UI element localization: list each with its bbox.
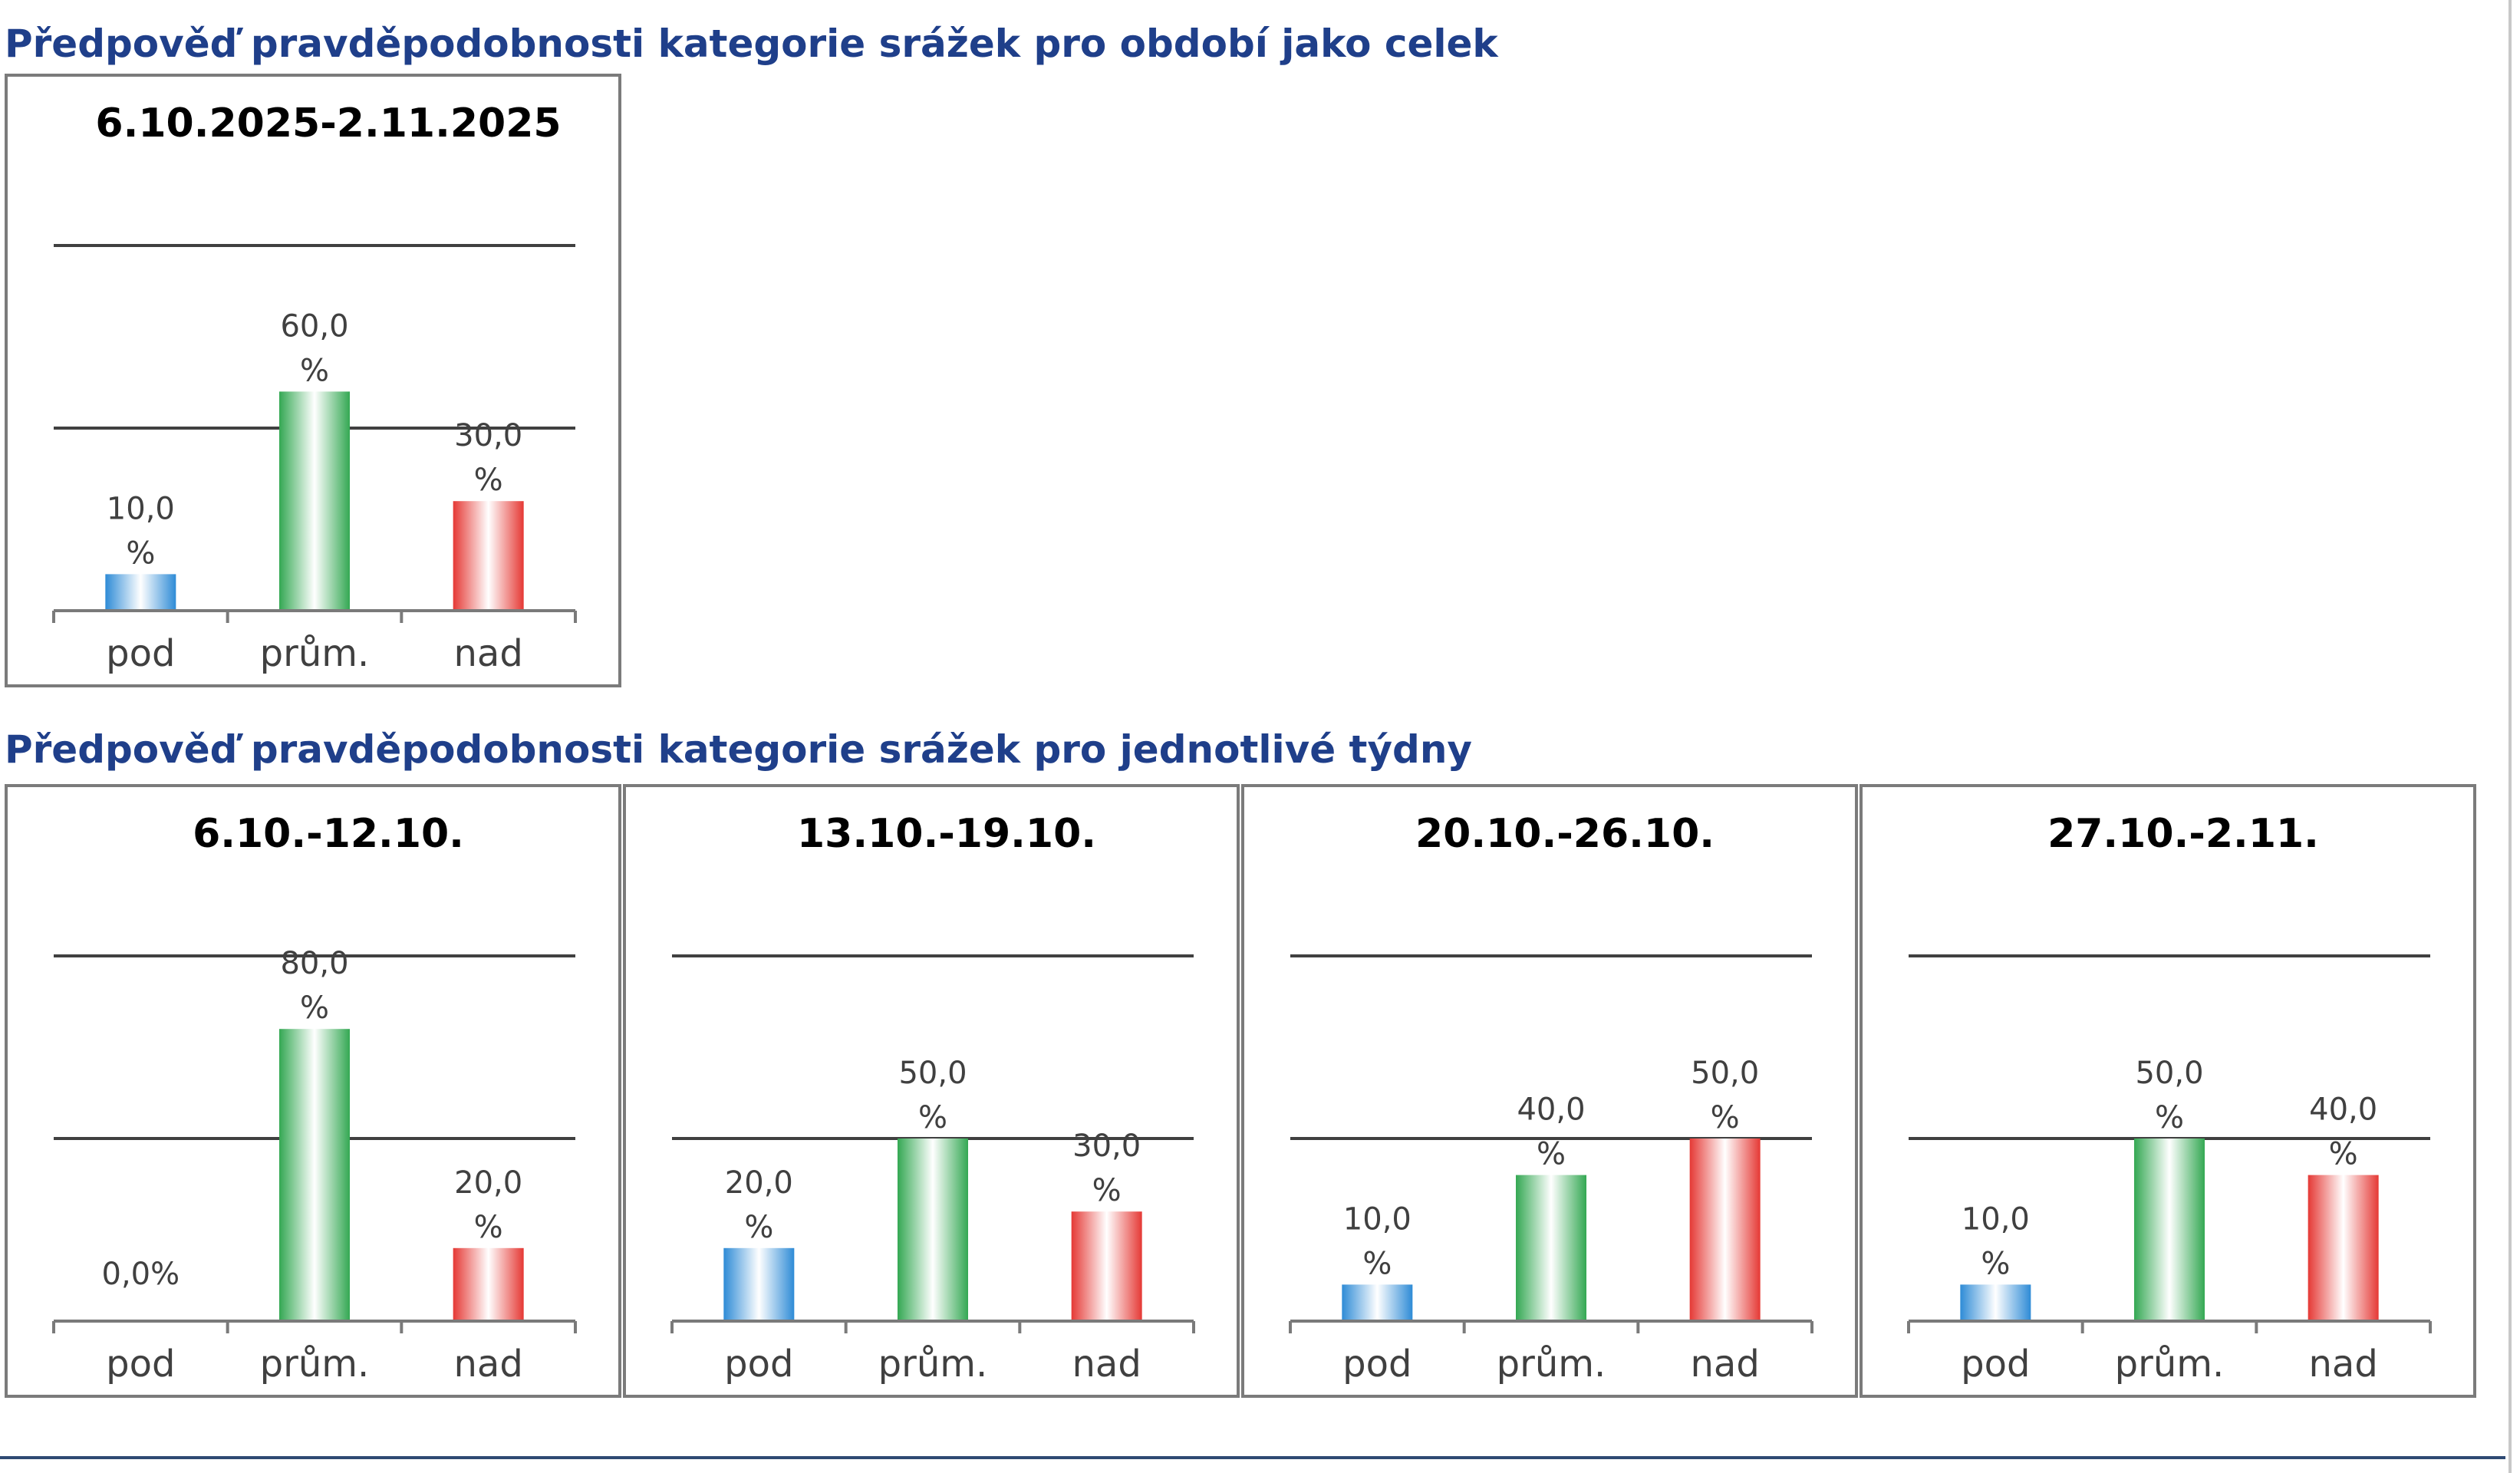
chart-panel-period: 6.10.2025-2.11.2025 10,0% 60,0% 30,0% pod prů… [5,74,621,687]
bar-prum [1516,1175,1586,1321]
data-label-unit: % [1362,1246,1392,1281]
category-label: prům. [1497,1343,1606,1386]
bar-chart-svg: 27.10.-2.11. 10,0% 50,0% 40,0% pod prům. nad [1907,811,2432,1386]
data-label-unit: % [126,535,155,571]
bar-nad [1071,1211,1142,1321]
data-label-value: 10,0 [1962,1201,2030,1237]
bar-pod [1960,1284,2031,1321]
bar-pod [105,574,176,611]
chart-panel-week-2: 13.10.-19.10. 20,0% 50,0% 30,0% pod prům. nad [623,784,1240,1398]
chart-panel-week-4: 27.10.-2.11. 10,0% 50,0% 40,0% pod prům. nad [1860,784,2476,1398]
bar-prum [279,1029,350,1321]
data-label: 0,0% [102,1257,180,1292]
chart-panel-week-3: 20.10.-26.10. 10,0% 40,0% 50,0% pod prům. nad [1241,784,1858,1398]
data-label-value: 50,0 [2135,1056,2203,1091]
bar-chart-svg: 6.10.2025-2.11.2025 10,0% 60,0% 30,0% pod prů… [52,101,577,675]
bar-chart-svg: 20.10.-26.10. 10,0% 40,0% 50,0% pod prům. nad [1289,811,1813,1386]
chart-title: 20.10.-26.10. [1415,811,1715,857]
chart-title: 6.10.-12.10. [193,811,464,857]
category-label: pod [106,1343,175,1386]
data-label-value: 20,0 [725,1165,793,1201]
bar-nad [453,501,524,611]
bar-pod [723,1247,795,1321]
data-label-value: 80,0 [280,946,348,981]
data-label-unit: % [2155,1100,2184,1135]
data-label-value: 10,0 [107,491,175,526]
page-right-border [2508,0,2512,1473]
data-label-unit: % [2329,1137,2358,1172]
category-label: prům. [2115,1343,2225,1386]
bar-chart-svg: 6.10.-12.10. 0,0% 80,0% 20,0% pod prům. nad [52,811,577,1386]
chart-title: 27.10.-2.11. [2047,811,2319,857]
bar-pod [1342,1284,1413,1321]
data-label-unit: % [474,1210,503,1245]
chart-title: 13.10.-19.10. [797,811,1096,857]
period-section-title: Předpověď pravděpodobnosti kategorie srá… [5,21,1498,66]
data-label-value: 40,0 [1517,1092,1585,1128]
category-label: nad [1072,1343,1141,1386]
data-label-unit: % [474,463,503,498]
category-label: prům. [260,1343,370,1386]
data-label-unit: % [1537,1137,1566,1172]
data-label-value: 20,0 [454,1165,522,1201]
chart-title: 6.10.2025-2.11.2025 [95,101,561,147]
category-label: pod [1961,1343,2030,1386]
data-label-unit: % [300,990,329,1026]
category-label: pod [106,632,175,675]
data-label-unit: % [744,1210,773,1245]
bar-nad [2308,1175,2379,1321]
data-label-value: 50,0 [1691,1056,1759,1091]
category-label: nad [2309,1343,2378,1386]
category-label: prům. [878,1343,988,1386]
page-bottom-rule [0,1456,2505,1459]
data-label-unit: % [1092,1173,1122,1208]
data-label-value: 40,0 [2309,1092,2377,1128]
data-label-unit: % [1711,1100,1740,1135]
bar-nad [1689,1139,1761,1321]
data-label-value: 50,0 [898,1056,967,1091]
bar-prum [279,391,350,611]
category-label: nad [454,632,523,675]
bar-nad [453,1247,524,1321]
chart-panel-week-1: 6.10.-12.10. 0,0% 80,0% 20,0% pod prům. nad [5,784,621,1398]
data-label-value: 30,0 [454,418,522,453]
data-label-value: 60,0 [280,308,348,344]
data-label-value: 30,0 [1072,1129,1141,1164]
weeks-section-title: Předpověď pravděpodobnosti kategorie srá… [5,727,1473,772]
category-label: pod [724,1343,793,1386]
category-label: pod [1342,1343,1412,1386]
bar-prum [2134,1139,2205,1321]
data-label-unit: % [1981,1246,2010,1281]
category-label: nad [454,1343,523,1386]
data-label-unit: % [300,353,329,388]
category-label: prům. [260,632,370,675]
bar-prum [898,1139,968,1321]
bar-chart-svg: 13.10.-19.10. 20,0% 50,0% 30,0% pod prům. nad [670,811,1195,1386]
data-label-unit: % [918,1100,947,1135]
data-label-value: 10,0 [1343,1201,1412,1237]
category-label: nad [1691,1343,1760,1386]
